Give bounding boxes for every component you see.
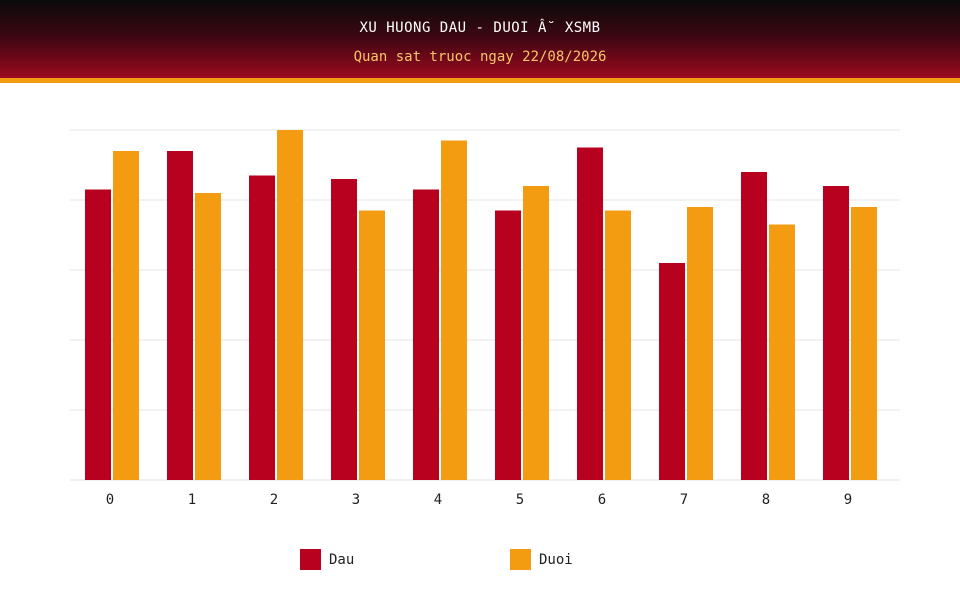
bar-duoi-2: [277, 130, 303, 480]
x-tick-label: 2: [270, 492, 278, 508]
legend: Dau Duoi: [0, 549, 960, 573]
bar-duoi-4: [441, 140, 467, 480]
bar-dau-8: [741, 172, 767, 480]
x-axis-ticks: 0 1 2 3 4 5 6 7 8 9: [106, 492, 852, 508]
bar-duoi-1: [195, 193, 221, 480]
x-tick-label: 8: [762, 492, 770, 508]
bar-duoi-7: [687, 207, 713, 480]
legend-swatch-dau: [300, 549, 321, 570]
bar-duoi-0: [113, 151, 139, 480]
x-tick-label: 9: [844, 492, 852, 508]
legend-swatch-duoi: [510, 549, 531, 570]
legend-item-duoi: Duoi: [510, 549, 573, 570]
bar-duoi-9: [851, 207, 877, 480]
bar-dau-2: [249, 175, 275, 480]
x-tick-label: 0: [106, 492, 114, 508]
chart-header: XU HUONG DAU - DUOI Â˘ XSMB Quan sat tru…: [0, 0, 960, 83]
x-tick-label: 7: [680, 492, 688, 508]
legend-label-dau: Dau: [329, 551, 355, 568]
bar-dau-1: [167, 151, 193, 480]
x-tick-label: 4: [434, 492, 442, 508]
bar-dau-6: [577, 147, 603, 480]
chart-subtitle: Quan sat truoc ngay 22/08/2026: [353, 49, 607, 65]
bar-dau-4: [413, 189, 439, 480]
bar-dau-7: [659, 263, 685, 480]
chart-title: XU HUONG DAU - DUOI Â˘ XSMB: [359, 20, 601, 36]
x-tick-label: 3: [352, 492, 360, 508]
bar-duoi-8: [769, 224, 795, 480]
legend-item-dau: Dau: [300, 549, 354, 570]
bar-duoi-6: [605, 210, 631, 480]
bar-duoi-5: [523, 186, 549, 480]
bar-dau-9: [823, 186, 849, 480]
bar-dau-5: [495, 210, 521, 480]
x-tick-label: 5: [516, 492, 524, 508]
bar-duoi-3: [359, 210, 385, 480]
x-tick-label: 6: [598, 492, 606, 508]
legend-label-duoi: Duoi: [539, 551, 573, 568]
x-tick-label: 1: [188, 492, 196, 508]
bar-dau-3: [331, 179, 357, 480]
bar-dau-0: [85, 189, 111, 480]
bars: [85, 130, 877, 480]
